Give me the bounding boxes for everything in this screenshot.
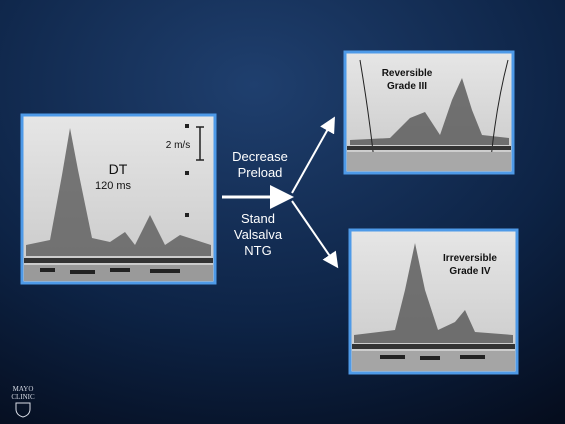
dt-value: 120 ms [95,180,132,192]
arrow-label: NTG [244,243,271,258]
grade-label: Irreversible [443,253,497,264]
doppler-image-irreversible: Irreversible Grade IV [348,228,519,375]
logo: MAYO CLINIC [11,385,35,418]
grade-label: Reversible [382,68,433,79]
dt-label: DT [109,161,128,177]
arrow-label: Decrease [232,149,288,164]
arrow-label: Preload [238,165,283,180]
doppler-image-baseline: DT 120 ms 2 m/s [20,113,217,285]
doppler-image-reversible: Reversible Grade III [343,50,515,175]
arrow-down [291,200,339,269]
grade-label: Grade III [387,81,427,92]
logo-text: CLINIC [11,393,35,401]
arrow-up [291,116,335,194]
logo-text: MAYO [13,385,34,393]
arrow-label: Stand [241,211,275,226]
grade-label: Grade IV [449,266,490,277]
scale-label: 2 m/s [166,140,190,151]
arrow-label: Valsalva [234,227,283,242]
